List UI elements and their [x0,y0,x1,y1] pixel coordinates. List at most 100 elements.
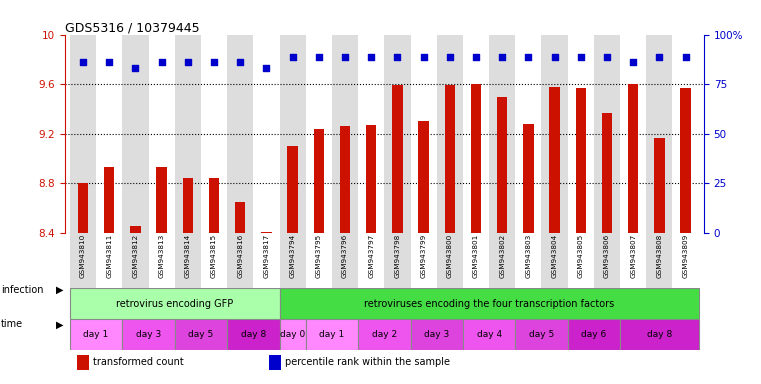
Bar [515,233,542,288]
Point [522,54,534,60]
Bar [123,319,175,350]
Text: GSM943811: GSM943811 [107,234,112,278]
Bar [279,233,306,288]
Point [575,54,587,60]
Text: day 8: day 8 [240,330,266,339]
Bar [628,84,638,233]
Bar [175,233,201,288]
Bar [542,233,568,288]
Text: GSM943796: GSM943796 [342,234,348,278]
Bar [384,35,410,233]
Bar [392,85,403,233]
Bar [437,35,463,233]
Bar [279,319,306,350]
Text: day 1: day 1 [320,330,345,339]
Text: day 5: day 5 [529,330,554,339]
Text: GSM943797: GSM943797 [368,234,374,278]
Bar [227,35,253,233]
Point [549,54,561,60]
Text: GDS5316 / 10379445: GDS5316 / 10379445 [65,22,199,35]
Point [77,59,89,65]
Bar [279,35,306,233]
Bar [646,35,673,233]
Text: day 8: day 8 [647,330,672,339]
Bar [148,35,175,233]
Bar [575,88,586,233]
Bar [568,35,594,233]
Text: GSM943814: GSM943814 [185,234,191,278]
Text: GSM943804: GSM943804 [552,234,558,278]
Bar [384,233,410,288]
Text: transformed count: transformed count [94,357,184,367]
Text: day 1: day 1 [84,330,109,339]
Text: time: time [1,319,23,329]
Point [339,54,351,60]
Bar [227,233,253,288]
Text: GSM943812: GSM943812 [132,234,139,278]
Text: infection: infection [1,285,43,295]
Text: ▶: ▶ [56,285,63,295]
Text: percentile rank within the sample: percentile rank within the sample [285,357,451,367]
Bar [489,35,515,233]
Bar [201,233,227,288]
Bar [96,233,123,288]
Text: day 0: day 0 [280,330,305,339]
Bar [542,35,568,233]
Bar [306,319,358,350]
Text: GSM943799: GSM943799 [421,234,427,278]
Bar [314,129,324,233]
Bar [70,233,96,288]
Bar [235,202,246,233]
Bar [339,126,350,233]
Bar [366,125,377,233]
Bar [253,35,279,233]
Bar [358,233,384,288]
Bar [70,319,123,350]
Bar [201,35,227,233]
Point [208,59,220,65]
Bar [288,146,298,233]
Bar [78,355,89,370]
Point [653,54,665,60]
Bar [444,85,455,233]
Bar [148,233,175,288]
Bar [410,35,437,233]
Text: GSM943800: GSM943800 [447,234,453,278]
Text: GSM943801: GSM943801 [473,234,479,278]
Bar [253,233,279,288]
Text: GSM943813: GSM943813 [158,234,164,278]
Bar [123,35,148,233]
Bar [358,35,384,233]
Point [103,59,116,65]
Bar [130,225,141,233]
Bar [489,233,515,288]
Bar [654,137,664,233]
Bar [410,233,437,288]
Text: GSM943817: GSM943817 [263,234,269,278]
Bar [515,35,542,233]
Bar [620,233,646,288]
Bar [673,35,699,233]
Text: day 5: day 5 [188,330,214,339]
Bar [497,96,508,233]
Point [365,54,377,60]
Bar [568,319,620,350]
Text: ▶: ▶ [56,319,63,329]
Text: GSM943805: GSM943805 [578,234,584,278]
Bar [123,233,148,288]
Text: GSM943810: GSM943810 [80,234,86,278]
Text: day 2: day 2 [371,330,397,339]
Bar [568,233,594,288]
Bar [471,84,481,233]
Bar [175,35,201,233]
Bar [549,87,560,233]
Bar [104,167,114,233]
Point [129,65,142,71]
Text: GSM943803: GSM943803 [525,234,531,278]
Point [601,54,613,60]
Point [391,54,403,60]
Text: day 3: day 3 [136,330,161,339]
Point [234,59,247,65]
Bar [96,35,123,233]
Bar [332,35,358,233]
